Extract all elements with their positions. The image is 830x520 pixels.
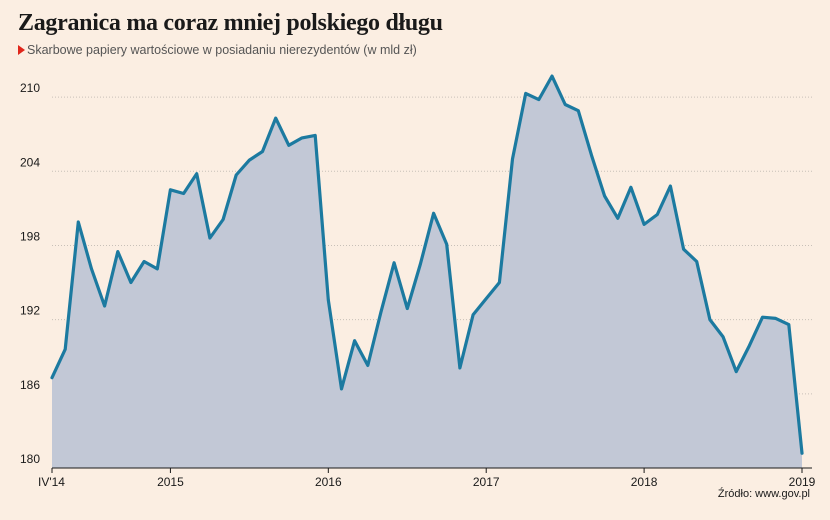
- data-point-54: [761, 316, 764, 319]
- data-point-1: [63, 348, 67, 351]
- source-note: Źródło: www.gov.pl: [717, 488, 810, 500]
- data-point-6: [129, 281, 133, 284]
- x-tick-label-0: IV'14: [38, 475, 65, 489]
- data-point-42: [603, 194, 606, 198]
- data-point-41: [590, 154, 593, 157]
- data-point-44: [629, 186, 633, 189]
- data-point-56: [787, 323, 790, 326]
- data-point-17: [274, 116, 277, 120]
- data-point-57: [800, 452, 804, 455]
- data-point-49: [695, 260, 698, 263]
- data-point-26: [392, 261, 396, 264]
- data-point-39: [564, 103, 567, 106]
- data-point-7: [142, 260, 146, 263]
- data-point-22: [340, 387, 343, 391]
- chart-subtitle-text: Skarbowe papiery wartościowe w posiadani…: [27, 43, 417, 57]
- data-point-24: [366, 364, 369, 367]
- data-point-5: [116, 250, 120, 253]
- data-point-14: [235, 173, 238, 177]
- data-point-38: [550, 74, 554, 78]
- series-line: [50, 74, 804, 455]
- data-point-33: [485, 297, 488, 300]
- data-point-45: [642, 223, 646, 226]
- data-point-36: [524, 92, 527, 95]
- x-tick-label-5: 2019: [789, 475, 816, 489]
- data-point-28: [419, 262, 422, 266]
- data-point-21: [327, 298, 330, 302]
- data-point-47: [669, 184, 672, 188]
- y-tick-label-186: 186: [20, 378, 40, 392]
- data-point-11: [195, 172, 198, 175]
- chart-title: Zagranica ma coraz mniej polskiego długu: [18, 10, 443, 36]
- y-tick-label-192: 192: [20, 304, 40, 318]
- data-point-23: [353, 339, 356, 342]
- data-point-13: [221, 218, 225, 221]
- data-point-55: [774, 317, 777, 320]
- data-point-2: [77, 220, 80, 224]
- data-point-9: [169, 188, 172, 191]
- x-tick-label-1: 2015: [157, 475, 184, 489]
- data-point-18: [287, 144, 290, 147]
- data-point-10: [182, 192, 185, 195]
- data-point-31: [458, 366, 462, 370]
- data-point-8: [156, 267, 159, 271]
- data-point-27: [406, 307, 409, 310]
- red-triangle-icon: [18, 45, 25, 55]
- data-point-35: [511, 157, 514, 161]
- data-point-34: [498, 281, 501, 284]
- data-point-40: [577, 109, 580, 112]
- x-tick-label-2: 2016: [315, 475, 342, 489]
- data-point-53: [748, 344, 751, 347]
- data-point-32: [471, 313, 475, 316]
- data-point-51: [721, 335, 725, 339]
- data-point-30: [445, 243, 448, 246]
- y-tick-label-180: 180: [20, 452, 40, 466]
- x-tick-label-3: 2017: [473, 475, 500, 489]
- series-area: [52, 76, 802, 468]
- data-point-15: [248, 158, 251, 162]
- data-point-12: [208, 236, 212, 240]
- data-point-48: [682, 248, 685, 251]
- data-point-4: [103, 304, 106, 308]
- data-point-43: [616, 217, 619, 220]
- data-point-16: [261, 150, 264, 153]
- data-point-37: [537, 98, 540, 101]
- data-point-50: [708, 318, 712, 321]
- data-point-0: [50, 376, 54, 379]
- chart-subtitle: Skarbowe papiery wartościowe w posiadani…: [18, 43, 417, 57]
- data-point-3: [90, 267, 93, 271]
- data-point-46: [656, 213, 659, 216]
- data-point-29: [432, 212, 435, 215]
- y-tick-label-204: 204: [20, 155, 40, 169]
- data-point-20: [314, 134, 317, 137]
- x-tick-label-4: 2018: [631, 475, 658, 489]
- data-point-19: [300, 136, 304, 140]
- data-point-52: [735, 370, 738, 373]
- y-tick-label-210: 210: [20, 81, 40, 95]
- y-tick-label-198: 198: [20, 229, 40, 243]
- data-point-25: [379, 311, 383, 314]
